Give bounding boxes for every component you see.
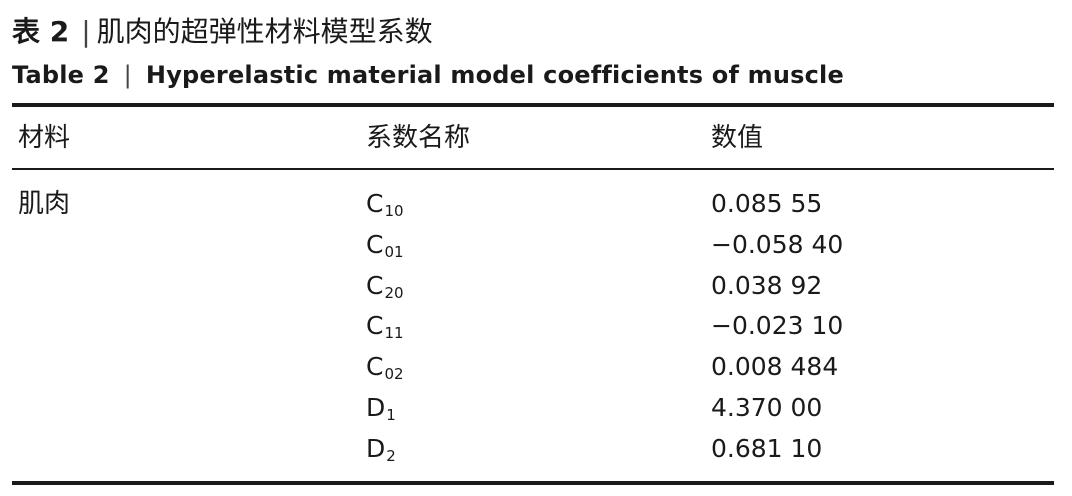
table-caption-cn: 表 2 | 肌肉的超弹性材料模型系数 bbox=[12, 12, 433, 52]
coefficient-value-cell: 0.085 55 bbox=[711, 189, 823, 218]
caption-en-separator: | bbox=[123, 61, 132, 89]
coefficient-subscript: 2 bbox=[386, 447, 396, 465]
coefficient-name-cell: C02 bbox=[366, 349, 404, 388]
coefficient-subscript: 10 bbox=[384, 202, 404, 220]
coefficient-symbol: C bbox=[366, 352, 384, 381]
header-coefficient-name: 系数名称 bbox=[366, 123, 471, 153]
caption-cn-title: 肌肉的超弹性材料模型系数 bbox=[96, 15, 433, 48]
coefficient-name-cell: C10 bbox=[366, 186, 404, 225]
coefficient-symbol: C bbox=[366, 189, 384, 218]
table-bottom-rule bbox=[12, 481, 1054, 485]
coefficient-subscript: 20 bbox=[384, 284, 404, 302]
coefficient-subscript: 1 bbox=[386, 406, 396, 424]
coefficient-subscript: 01 bbox=[384, 243, 404, 261]
table-caption-en: Table 2 | Hyperelastic material model coef… bbox=[12, 57, 844, 93]
caption-en-title: Hyperelastic material model coefficients… bbox=[145, 61, 844, 89]
table-header-rule bbox=[12, 168, 1054, 170]
header-value: 数值 bbox=[711, 123, 764, 153]
header-material: 材料 bbox=[18, 123, 71, 153]
caption-cn-separator: | bbox=[81, 15, 91, 48]
coefficient-value-cell: 0.681 10 bbox=[711, 434, 823, 463]
coefficient-subscript: 11 bbox=[384, 324, 404, 342]
coefficient-value-cell: −0.058 40 bbox=[711, 230, 844, 259]
coefficient-value-cell: 4.370 00 bbox=[711, 393, 823, 422]
caption-en-label: Table 2 bbox=[12, 61, 110, 89]
coefficient-name-cell: D2 bbox=[366, 431, 396, 470]
coefficient-symbol: D bbox=[366, 434, 386, 463]
coefficient-name-cell: C20 bbox=[366, 268, 404, 307]
coefficient-value-cell: 0.008 484 bbox=[711, 352, 839, 381]
coefficient-name-cell: D1 bbox=[366, 390, 396, 429]
caption-cn-label: 表 2 bbox=[12, 15, 70, 48]
coefficient-symbol: D bbox=[366, 393, 386, 422]
coefficient-name-cell: C11 bbox=[366, 308, 404, 347]
coefficient-name-cell: C01 bbox=[366, 227, 404, 266]
coefficient-symbol: C bbox=[366, 271, 384, 300]
coefficient-subscript: 02 bbox=[384, 365, 404, 383]
material-cell: 肌肉 bbox=[18, 189, 71, 219]
table-top-rule bbox=[12, 103, 1054, 107]
coefficient-symbol: C bbox=[366, 230, 384, 259]
coefficient-value-cell: −0.023 10 bbox=[711, 311, 844, 340]
coefficient-value-cell: 0.038 92 bbox=[711, 271, 823, 300]
coefficient-symbol: C bbox=[366, 311, 384, 340]
